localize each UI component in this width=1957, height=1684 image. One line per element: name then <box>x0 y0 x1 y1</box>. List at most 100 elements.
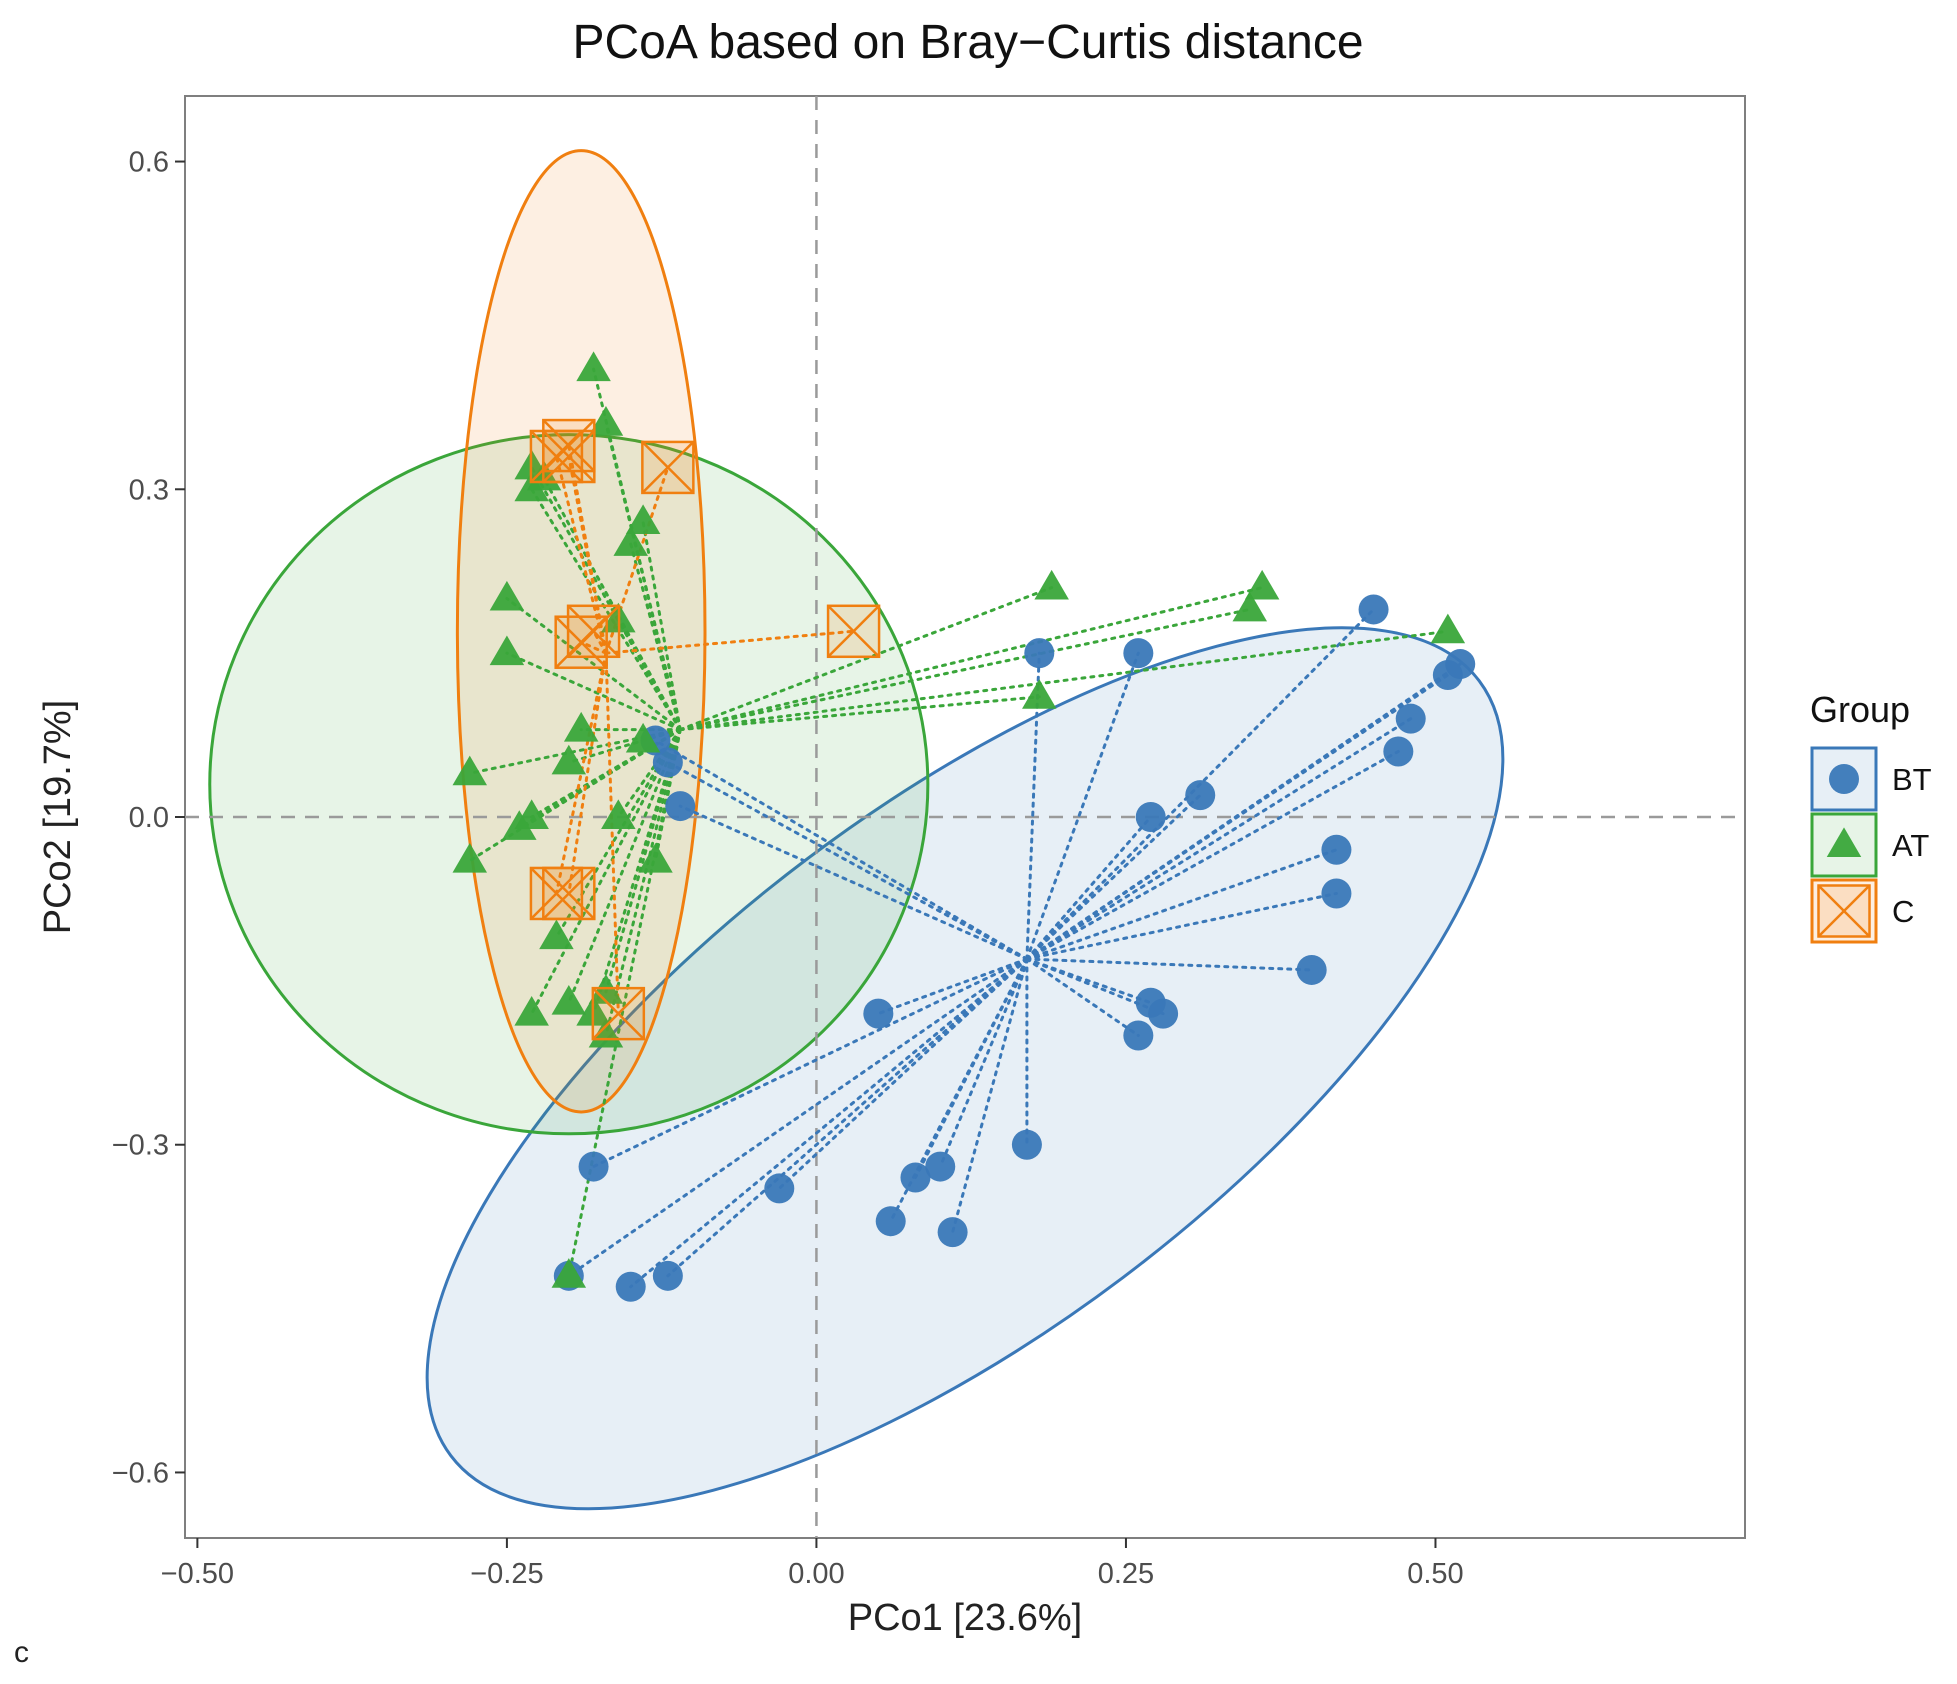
legend-key-marker <box>1829 764 1859 794</box>
chart-title: PCoA based on Bray−Curtis distance <box>572 16 1363 69</box>
point-at-23 <box>514 995 549 1026</box>
spider-line-at-1 <box>604 422 682 732</box>
spider-line-at-30 <box>567 728 682 1278</box>
point-bt-12 <box>1321 834 1352 865</box>
spider-line-bt-9 <box>1025 662 1462 961</box>
spider-line-c-6 <box>604 629 856 655</box>
spider-line-bt-13 <box>1025 891 1338 961</box>
point-bt-19 <box>1011 1129 1042 1160</box>
point-bt-27 <box>615 1271 646 1302</box>
point-bt-2 <box>665 791 696 822</box>
spider-line-at-25 <box>678 586 1054 732</box>
point-c-9 <box>591 986 646 1041</box>
point-bt-7 <box>1358 594 1389 625</box>
point-at-26 <box>1232 591 1268 622</box>
point-bt-1 <box>652 747 683 778</box>
point-bt-20 <box>925 1151 956 1182</box>
point-at-8 <box>489 635 525 666</box>
point-bt-4 <box>1123 638 1154 669</box>
point-bt-11 <box>1383 736 1414 767</box>
x-axis-title: PCo1 [23.6%] <box>848 1597 1082 1639</box>
panel-label: c <box>14 1636 29 1669</box>
y-tick-label: −0.6 <box>112 1457 169 1489</box>
spider-line-bt-4 <box>1025 651 1140 961</box>
ellipse-at <box>208 433 930 1136</box>
spider-line-at-27 <box>678 586 1264 732</box>
spider-line-bt-0 <box>653 739 1029 961</box>
spider-line-bt-14 <box>1025 957 1314 972</box>
spider-line-at-26 <box>678 607 1252 732</box>
spider-line-bt-10 <box>1025 717 1413 961</box>
spider-line-c-1 <box>554 455 608 655</box>
point-at-7 <box>489 580 525 611</box>
spider-line-bt-20 <box>938 957 1029 1169</box>
spider-line-bt-12 <box>1025 848 1338 961</box>
x-tick-label: −0.25 <box>470 1558 543 1590</box>
spider-line-at-24 <box>604 728 682 1037</box>
legend-key-marker <box>1817 884 1871 938</box>
legend: BT AT C <box>1810 746 1932 944</box>
point-at-17 <box>638 843 673 873</box>
spider-line-bt-18 <box>876 957 1029 1016</box>
point-at-29 <box>1022 679 1057 709</box>
spider-line-bt-28 <box>666 957 1029 1278</box>
point-at-0 <box>576 351 611 382</box>
spider-line-bt-26 <box>567 957 1029 1278</box>
point-at-11 <box>551 744 587 775</box>
point-c-6 <box>826 604 881 659</box>
point-at-15 <box>601 799 636 829</box>
legend-label: C <box>1892 894 1914 929</box>
x-tick-label: −0.50 <box>161 1558 234 1590</box>
point-at-14 <box>502 810 537 840</box>
y-axis-title: PCo2 [19.7%] <box>37 700 79 934</box>
point-at-10 <box>563 711 599 742</box>
x-tick-label: 0.50 <box>1407 1558 1463 1590</box>
legend-item-at: AT <box>1810 812 1929 878</box>
point-at-19 <box>539 919 574 950</box>
point-at-1 <box>588 406 624 436</box>
point-c-5 <box>554 615 608 669</box>
point-at-6 <box>613 526 648 556</box>
point-bt-18 <box>863 998 894 1029</box>
point-at-27 <box>1244 569 1280 600</box>
point-c-8 <box>542 866 596 921</box>
point-bt-5 <box>1135 802 1166 832</box>
y-axis-ticks: −0.6 −0.3 0.0 0.3 0.6 <box>112 147 185 1489</box>
legend-key-marker <box>1826 827 1862 857</box>
point-at-28 <box>1430 613 1466 644</box>
y-tick-label: 0.0 <box>129 802 169 834</box>
spider-line-bt-11 <box>1025 749 1400 961</box>
point-at-12 <box>452 755 488 786</box>
spider-line-bt-1 <box>666 760 1029 961</box>
point-at-18 <box>452 843 488 873</box>
spider-line-bt-24 <box>951 957 1029 1234</box>
point-bt-24 <box>937 1217 968 1248</box>
point-bt-17 <box>1123 1020 1154 1051</box>
point-bt-21 <box>900 1162 931 1193</box>
spider-line-at-7 <box>505 597 682 732</box>
point-bt-6 <box>1185 780 1216 811</box>
spider-line-at-9 <box>616 618 682 732</box>
y-tick-label: 0.3 <box>129 474 169 506</box>
legend-label: AT <box>1892 828 1929 863</box>
point-bt-16 <box>1148 998 1179 1029</box>
spider-line-bt-25 <box>592 957 1029 1169</box>
point-c-2 <box>542 429 596 484</box>
point-bt-14 <box>1296 954 1327 985</box>
point-bt-3 <box>1024 638 1055 669</box>
spider-line-at-23 <box>530 728 682 1016</box>
point-at-5 <box>625 504 661 535</box>
spider-line-c-9 <box>604 651 620 1016</box>
spider-line-c-2 <box>567 455 608 655</box>
legend-item-bt: BT <box>1810 746 1932 812</box>
y-tick-label: 0.6 <box>129 147 169 179</box>
spider-line-at-28 <box>678 629 1450 732</box>
y-tick-label: −0.3 <box>112 1130 169 1162</box>
point-bt-10 <box>1395 703 1426 734</box>
spider-line-c-3 <box>604 465 670 655</box>
spider-line-at-2 <box>530 465 682 732</box>
spider-line-at-29 <box>678 695 1041 732</box>
legend-title: Group <box>1810 689 1910 730</box>
point-at-25 <box>1034 569 1069 600</box>
